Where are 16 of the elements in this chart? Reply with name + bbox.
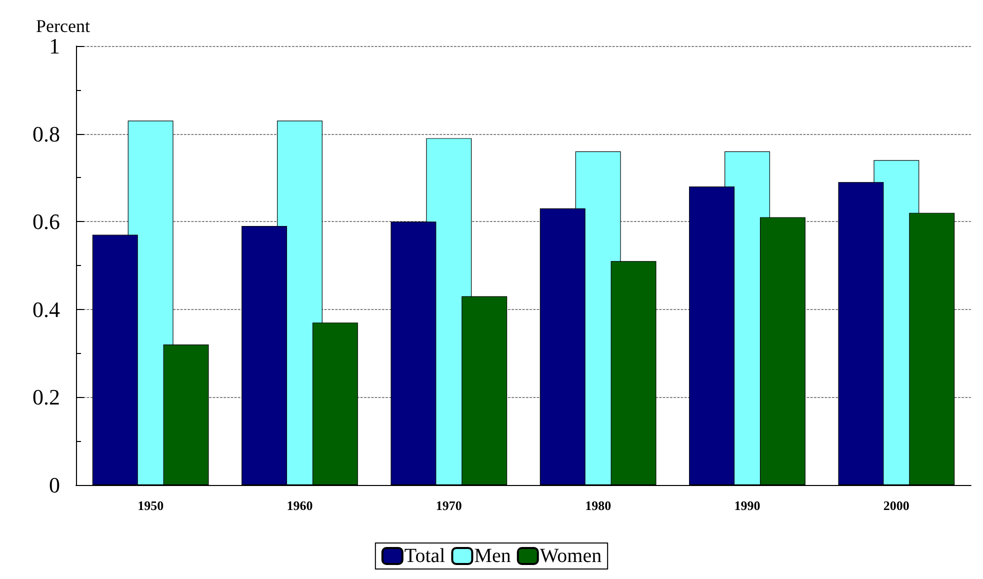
x-tick-label: 1950 bbox=[138, 498, 164, 513]
x-tick-label: 1960 bbox=[286, 498, 313, 513]
x-tick-label: 2000 bbox=[883, 498, 910, 513]
legend-label: Men bbox=[474, 545, 511, 567]
y-tick-label: 0.8 bbox=[32, 121, 60, 146]
y-tick-label: 1 bbox=[49, 34, 60, 58]
y-tick-label: 0.4 bbox=[32, 296, 60, 322]
y-axis-title: Percent bbox=[36, 16, 90, 36]
y-tick-label: 0.6 bbox=[32, 209, 60, 234]
x-tick-label: 1980 bbox=[585, 498, 612, 513]
y-tick-label: 0 bbox=[49, 472, 60, 498]
x-tick-label: 1990 bbox=[734, 498, 760, 513]
legend-label: Women bbox=[540, 545, 602, 567]
legend-label: Total bbox=[404, 545, 446, 567]
x-tick-label: 1970 bbox=[436, 498, 462, 513]
y-tick-label: 0.2 bbox=[32, 384, 60, 410]
